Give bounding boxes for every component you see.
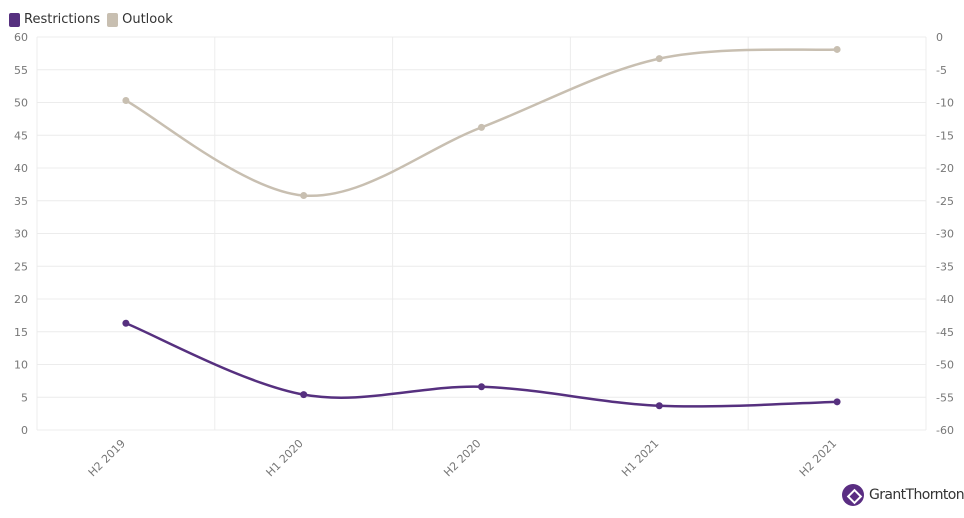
y-right-tick-label: -45 — [936, 326, 954, 339]
y-left-tick-label: 25 — [14, 260, 28, 273]
y-right-tick-label: -60 — [936, 424, 954, 437]
data-point-outlook — [478, 123, 485, 131]
data-point-outlook — [655, 55, 663, 63]
data-point-restrictions — [122, 319, 130, 327]
data-point-outlook — [122, 97, 130, 105]
y-right-tick-label: -35 — [936, 260, 954, 273]
data-point-restrictions — [655, 402, 663, 410]
y-left-tick-label: 10 — [14, 359, 28, 372]
data-point-restrictions — [478, 383, 485, 391]
y-right-tick-label: -20 — [936, 162, 954, 175]
y-right-tick-label: -10 — [936, 97, 954, 110]
y-right-tick-label: -15 — [936, 129, 954, 142]
x-tick-label: H1 2020 — [264, 437, 306, 479]
logo-text: GrantThornton — [869, 487, 964, 503]
data-point-restrictions — [300, 391, 308, 399]
legend-label-outlook: Outlook — [122, 12, 173, 27]
x-tick-label: H2 2021 — [797, 437, 839, 479]
x-tick-label: H2 2020 — [441, 437, 483, 479]
y-right-tick-label: -55 — [936, 391, 954, 404]
y-right-tick-label: -30 — [936, 228, 954, 241]
y-right-tick-label: -50 — [936, 359, 954, 372]
y-right-tick-label: -25 — [936, 195, 954, 208]
legend-swatch-restrictions — [9, 12, 20, 27]
y-left-tick-label: 40 — [14, 162, 28, 175]
y-left-tick-label: 0 — [21, 424, 28, 437]
data-point-outlook — [833, 45, 841, 53]
y-right-tick-label: 0 — [936, 31, 943, 44]
x-tick-label: H2 2019 — [86, 437, 128, 479]
chart-legend: Restrictions Outlook — [9, 12, 180, 27]
legend-label-restrictions: Restrictions — [24, 12, 101, 27]
legend-swatch-outlook — [107, 12, 119, 27]
y-left-tick-label: 5 — [21, 391, 28, 404]
y-left-tick-label: 20 — [14, 293, 28, 306]
y-right-tick-label: -5 — [936, 64, 947, 77]
data-point-restrictions — [833, 398, 841, 406]
y-left-tick-label: 30 — [14, 228, 28, 241]
legend-item-outlook[interactable]: Outlook — [107, 12, 173, 27]
x-tick-label: H1 2021 — [619, 437, 661, 479]
y-left-tick-label: 50 — [14, 97, 28, 110]
y-left-tick-label: 35 — [14, 195, 28, 208]
y-left-tick-label: 15 — [14, 326, 28, 339]
y-right-tick-label: -40 — [936, 293, 954, 306]
grant-thornton-logo: GrantThornton — [842, 484, 964, 506]
series-line-outlook — [124, 48, 839, 197]
grant-thornton-logo-icon — [842, 484, 864, 506]
legend-item-restrictions[interactable]: Restrictions — [9, 12, 100, 27]
y-left-tick-label: 45 — [14, 129, 28, 142]
y-left-tick-label: 60 — [14, 31, 28, 44]
y-left-tick-label: 55 — [14, 64, 28, 77]
data-point-outlook — [300, 192, 308, 200]
